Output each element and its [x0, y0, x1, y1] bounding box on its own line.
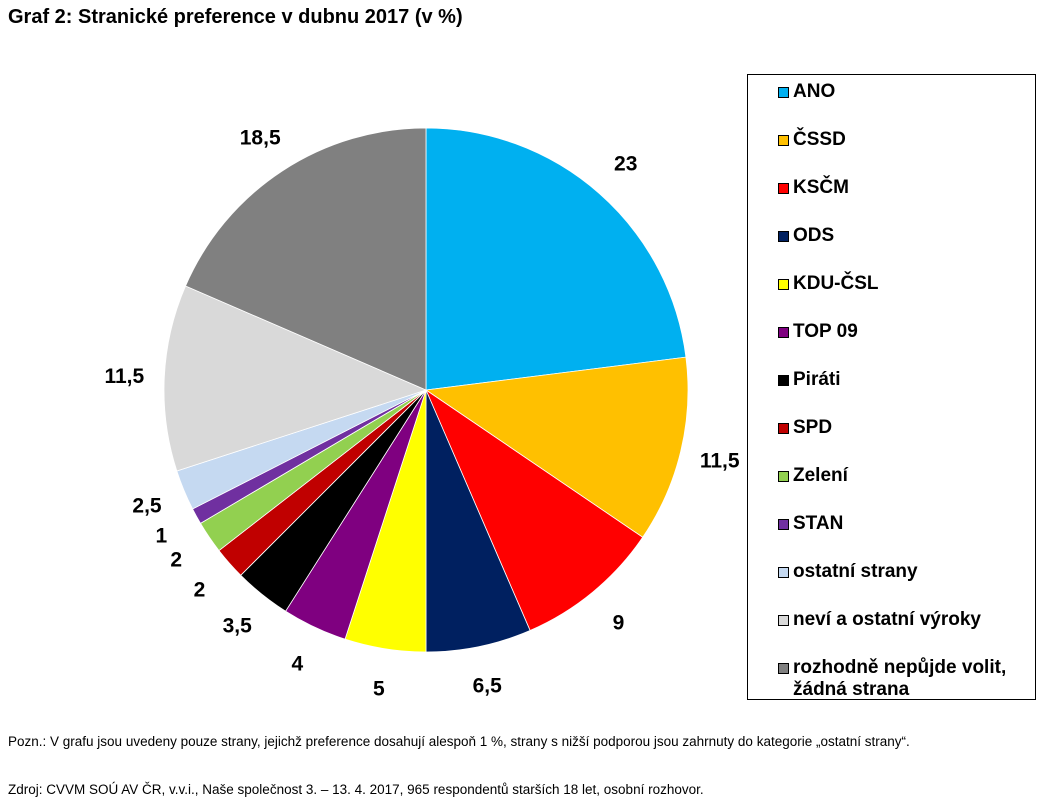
chart-note: Pozn.: V grafu jsou uvedeny pouze strany…	[8, 734, 910, 749]
legend-swatch	[778, 471, 789, 482]
legend-label-line: ČSSD	[793, 129, 846, 150]
data-label: 3,5	[223, 615, 253, 638]
legend-swatch	[778, 231, 789, 242]
legend-label-line: ostatní strany	[793, 561, 918, 582]
legend-label-line: Zelení	[793, 465, 848, 486]
legend-item: STAN	[778, 513, 843, 535]
legend-label-line: rozhodně nepůjde volit,	[793, 657, 1007, 678]
legend-label: ODS	[793, 225, 834, 247]
legend-label: KDU-ČSL	[793, 273, 879, 295]
legend-swatch	[778, 519, 789, 530]
legend-label: ANO	[793, 81, 835, 103]
legend-label: ostatní strany	[793, 561, 918, 583]
data-label: 9	[613, 612, 625, 635]
data-label: 2	[194, 579, 206, 602]
legend-swatch	[778, 135, 789, 146]
data-label: 4	[292, 652, 304, 675]
legend-label-line: TOP 09	[793, 321, 858, 342]
chart-source: Zdroj: CVVM SOÚ AV ČR, v.v.i., Naše spol…	[8, 782, 704, 797]
pie-slice	[185, 127, 427, 391]
legend-label-line: žádná strana	[793, 679, 910, 700]
legend-label: SPD	[793, 417, 832, 439]
pie-slice	[163, 285, 428, 472]
legend-label-line: ODS	[793, 225, 835, 246]
legend-label-line: neví a ostatní výroky	[793, 609, 981, 630]
pie-slice	[425, 127, 687, 391]
legend-item: neví a ostatní výroky	[778, 609, 981, 631]
legend-label: TOP 09	[793, 321, 858, 343]
legend-label: rozhodně nepůjde volit, žádná strana	[793, 657, 1006, 701]
legend-item: rozhodně nepůjde volit, žádná strana	[778, 657, 1006, 701]
legend-item: Zelení	[778, 465, 848, 487]
legend-label-line: KSČM	[793, 177, 849, 198]
legend-swatch	[778, 327, 789, 338]
data-label: 11,5	[700, 450, 740, 473]
legend-swatch	[778, 375, 789, 386]
legend-item: ODS	[778, 225, 834, 247]
legend-label-line: STAN	[793, 513, 844, 534]
data-label: 5	[373, 677, 385, 700]
legend-label-line: SPD	[793, 417, 833, 438]
legend-label: STAN	[793, 513, 843, 535]
data-label: 6,5	[473, 675, 503, 698]
chart-title: Graf 2: Stranické preference v dubnu 201…	[8, 6, 463, 28]
legend-label: KSČM	[793, 177, 849, 199]
legend-item: KDU-ČSL	[778, 273, 879, 295]
legend-swatch	[778, 567, 789, 578]
legend-item: ostatní strany	[778, 561, 918, 583]
legend-item: SPD	[778, 417, 832, 439]
legend-label: Zelení	[793, 465, 848, 487]
legend: ANO ČSSD KSČM ODS KDU-ČSL TOP 09 Piráti SPD Zele…	[747, 74, 1036, 700]
legend-label-line: ANO	[793, 81, 836, 102]
data-label: 2,5	[132, 495, 162, 518]
legend-label: neví a ostatní výroky	[793, 609, 981, 631]
legend-item: TOP 09	[778, 321, 858, 343]
legend-label-line: Piráti	[793, 369, 841, 390]
legend-label: Piráti	[793, 369, 841, 391]
legend-item: ANO	[778, 81, 835, 103]
legend-item: ČSSD	[778, 129, 846, 151]
legend-swatch	[778, 87, 789, 98]
pie-slice	[424, 356, 689, 538]
legend-swatch	[778, 423, 789, 434]
legend-item: Piráti	[778, 369, 841, 391]
legend-swatch	[778, 279, 789, 290]
legend-item: KSČM	[778, 177, 849, 199]
data-label: 11,5	[104, 365, 144, 388]
legend-label: ČSSD	[793, 129, 846, 151]
legend-swatch	[778, 615, 789, 626]
pie-slice	[425, 388, 644, 631]
legend-swatch	[778, 183, 789, 194]
data-label: 2	[170, 549, 182, 572]
data-label: 23	[614, 153, 637, 176]
legend-label-line: KDU-ČSL	[793, 273, 879, 294]
legend-swatch	[778, 663, 789, 674]
data-label: 1	[156, 525, 168, 548]
data-label: 18,5	[240, 127, 281, 150]
